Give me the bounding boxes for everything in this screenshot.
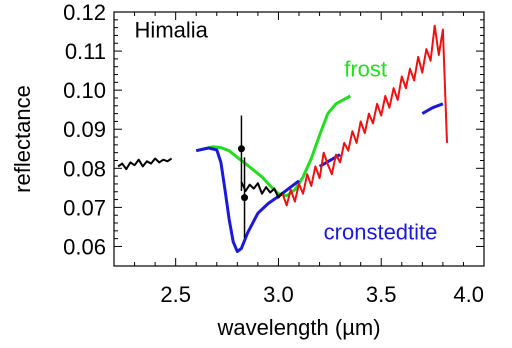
- y-tick-label: 0.09: [63, 117, 106, 142]
- data-point: [241, 194, 249, 202]
- series-line: [281, 24, 448, 207]
- y-tick-label: 0.12: [63, 0, 106, 25]
- tick-layer: 2.5 3.0 3.5 4.0 0.06 0.07 0.08 0.09 0.10 0.11 0.12: [63, 0, 485, 307]
- annotation-label: Himalia: [135, 17, 209, 42]
- x-tick-label: 3.0: [263, 282, 294, 307]
- y-tick-label: 0.11: [65, 39, 106, 64]
- x-tick-label: 4.0: [453, 282, 484, 307]
- annotation-label: cronstedtite: [324, 219, 438, 244]
- series-line: [117, 157, 173, 171]
- y-tick-label: 0.07: [63, 195, 106, 220]
- series-line: [240, 181, 284, 199]
- y-axis-title: reflectance: [10, 85, 35, 193]
- x-tick-label: 2.5: [160, 282, 191, 307]
- series-line: [421, 102, 444, 115]
- y-tick-label: 0.06: [63, 234, 106, 259]
- y-tick-label: 0.10: [63, 78, 106, 103]
- data-point: [237, 145, 245, 153]
- annotation-label: frost: [344, 56, 387, 81]
- y-tick-label: 0.08: [63, 156, 106, 181]
- series-line: [195, 94, 352, 198]
- series-line: [195, 146, 300, 253]
- x-tick-label: 3.5: [366, 282, 397, 307]
- annotation-layer: Himalia frost cronstedtite: [135, 17, 438, 244]
- x-axis-title: wavelength (µm): [216, 315, 380, 340]
- series-layer: [117, 24, 448, 253]
